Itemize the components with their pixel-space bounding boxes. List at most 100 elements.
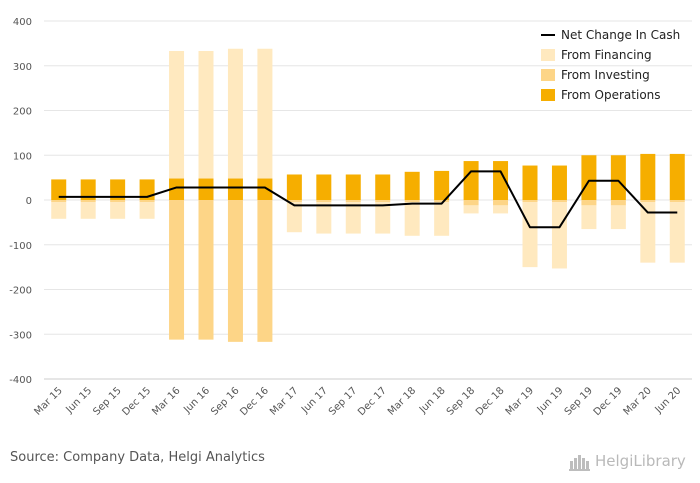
bar-from-investing xyxy=(51,200,67,203)
y-tick-label: 400 xyxy=(13,17,32,28)
x-tick-label: Sep 18 xyxy=(445,385,477,417)
bar-from-financing xyxy=(51,202,67,219)
gridlines xyxy=(44,20,692,380)
y-tick-label: 100 xyxy=(13,151,32,162)
x-tick-label: Mar 17 xyxy=(268,385,300,417)
y-axis-ticks: 400 300 200 100 0 -100 -200 -300 -400 xyxy=(9,17,32,386)
x-tick-label: Dec 17 xyxy=(356,385,389,418)
bar-from-investing xyxy=(110,200,126,203)
bar-from-financing xyxy=(640,202,656,263)
bar-from-investing xyxy=(551,200,567,203)
bar-from-operations xyxy=(581,155,597,200)
library-icon xyxy=(569,455,590,471)
bar-from-financing xyxy=(493,205,509,214)
legend-label: From Investing xyxy=(561,68,650,82)
bar-from-investing xyxy=(286,200,302,203)
bar-from-operations xyxy=(345,174,361,200)
bar-from-financing xyxy=(286,202,302,233)
x-tick-label: Mar 20 xyxy=(622,385,654,417)
x-tick-label: Jun 19 xyxy=(535,385,566,416)
bar-from-investing xyxy=(169,200,185,340)
x-tick-label: Mar 16 xyxy=(150,385,182,417)
logo-text: HelgiLibrary xyxy=(595,452,686,470)
bar-from-operations xyxy=(640,153,656,200)
x-tick-label: Dec 15 xyxy=(120,385,153,418)
x-tick-label: Jun 20 xyxy=(653,385,684,416)
bar-from-investing xyxy=(581,200,597,206)
bar-from-financing xyxy=(581,205,597,230)
legend-swatch xyxy=(541,49,555,61)
bar-from-investing xyxy=(640,200,656,203)
source-note: Source: Company Data, Helgi Analytics xyxy=(10,450,265,465)
bar-from-operations xyxy=(257,178,273,200)
bar-from-investing xyxy=(463,200,479,206)
y-tick-label: -300 xyxy=(9,330,32,341)
bar-from-operations xyxy=(404,171,420,200)
x-tick-label: Dec 16 xyxy=(238,385,271,418)
legend-label: From Financing xyxy=(561,48,652,62)
bar-from-financing xyxy=(522,202,538,268)
y-tick-label: -100 xyxy=(9,241,32,252)
bar-from-operations xyxy=(434,170,450,200)
legend-label: Net Change In Cash xyxy=(561,28,680,42)
bar-from-investing xyxy=(669,200,685,203)
bar-from-investing xyxy=(316,200,332,203)
bar-from-operations xyxy=(375,174,391,200)
y-tick-label: 200 xyxy=(13,107,32,118)
bar-from-investing xyxy=(375,200,391,203)
bar-from-operations xyxy=(110,179,126,200)
helgi-library-logo: HelgiLibrary xyxy=(569,452,686,471)
bar-from-operations xyxy=(51,179,67,200)
bar-from-investing xyxy=(80,200,96,203)
bar-from-financing xyxy=(227,48,243,179)
x-tick-label: Sep 16 xyxy=(209,385,241,417)
bar-from-investing xyxy=(227,200,243,342)
bar-from-operations xyxy=(227,178,243,200)
bar-from-operations xyxy=(198,178,214,200)
x-tick-label: Jun 16 xyxy=(181,385,212,416)
bar-from-investing xyxy=(257,200,273,342)
x-tick-label: Dec 19 xyxy=(592,385,625,418)
bar-from-financing xyxy=(345,202,361,234)
bar-from-investing xyxy=(434,200,450,203)
bar-from-financing xyxy=(139,202,155,219)
legend: Net Change In Cash From Financing From Inv… xyxy=(541,28,680,102)
bar-from-operations xyxy=(316,174,332,200)
x-tick-label: Jun 17 xyxy=(299,385,330,416)
bar-from-investing xyxy=(139,200,155,203)
bar-from-financing xyxy=(669,202,685,263)
bar-from-operations xyxy=(610,155,626,200)
bar-from-operations xyxy=(551,165,567,200)
bar-from-investing xyxy=(493,200,509,206)
x-tick-label: Mar 19 xyxy=(504,385,536,417)
bar-from-operations xyxy=(463,161,479,200)
x-tick-label: Sep 17 xyxy=(327,385,359,417)
bar-from-financing xyxy=(80,202,96,219)
bar-from-financing xyxy=(110,202,126,219)
y-tick-label: 0 xyxy=(26,196,32,207)
y-tick-label: -400 xyxy=(9,375,32,386)
bar-from-operations xyxy=(80,179,96,200)
bar-from-financing xyxy=(198,50,214,179)
y-tick-label: 300 xyxy=(13,62,32,73)
bar-from-operations xyxy=(169,178,185,200)
bar-from-financing xyxy=(404,202,420,236)
bar-from-investing xyxy=(610,200,626,206)
x-tick-label: Jun 15 xyxy=(64,385,95,416)
bar-from-financing xyxy=(551,202,567,269)
legend-swatch xyxy=(541,69,555,81)
bar-from-financing xyxy=(434,202,450,236)
bar-from-investing xyxy=(345,200,361,203)
bar-from-investing xyxy=(522,200,538,203)
bar-from-financing xyxy=(169,50,185,179)
bar-from-financing xyxy=(257,48,273,179)
x-tick-label: Sep 15 xyxy=(91,385,123,417)
bar-from-investing xyxy=(404,200,420,203)
bar-from-financing xyxy=(463,205,479,214)
x-tick-label: Dec 18 xyxy=(474,385,507,418)
legend-label: From Operations xyxy=(561,88,661,102)
bar-from-financing xyxy=(316,202,332,234)
x-tick-label: Jun 18 xyxy=(417,385,448,416)
